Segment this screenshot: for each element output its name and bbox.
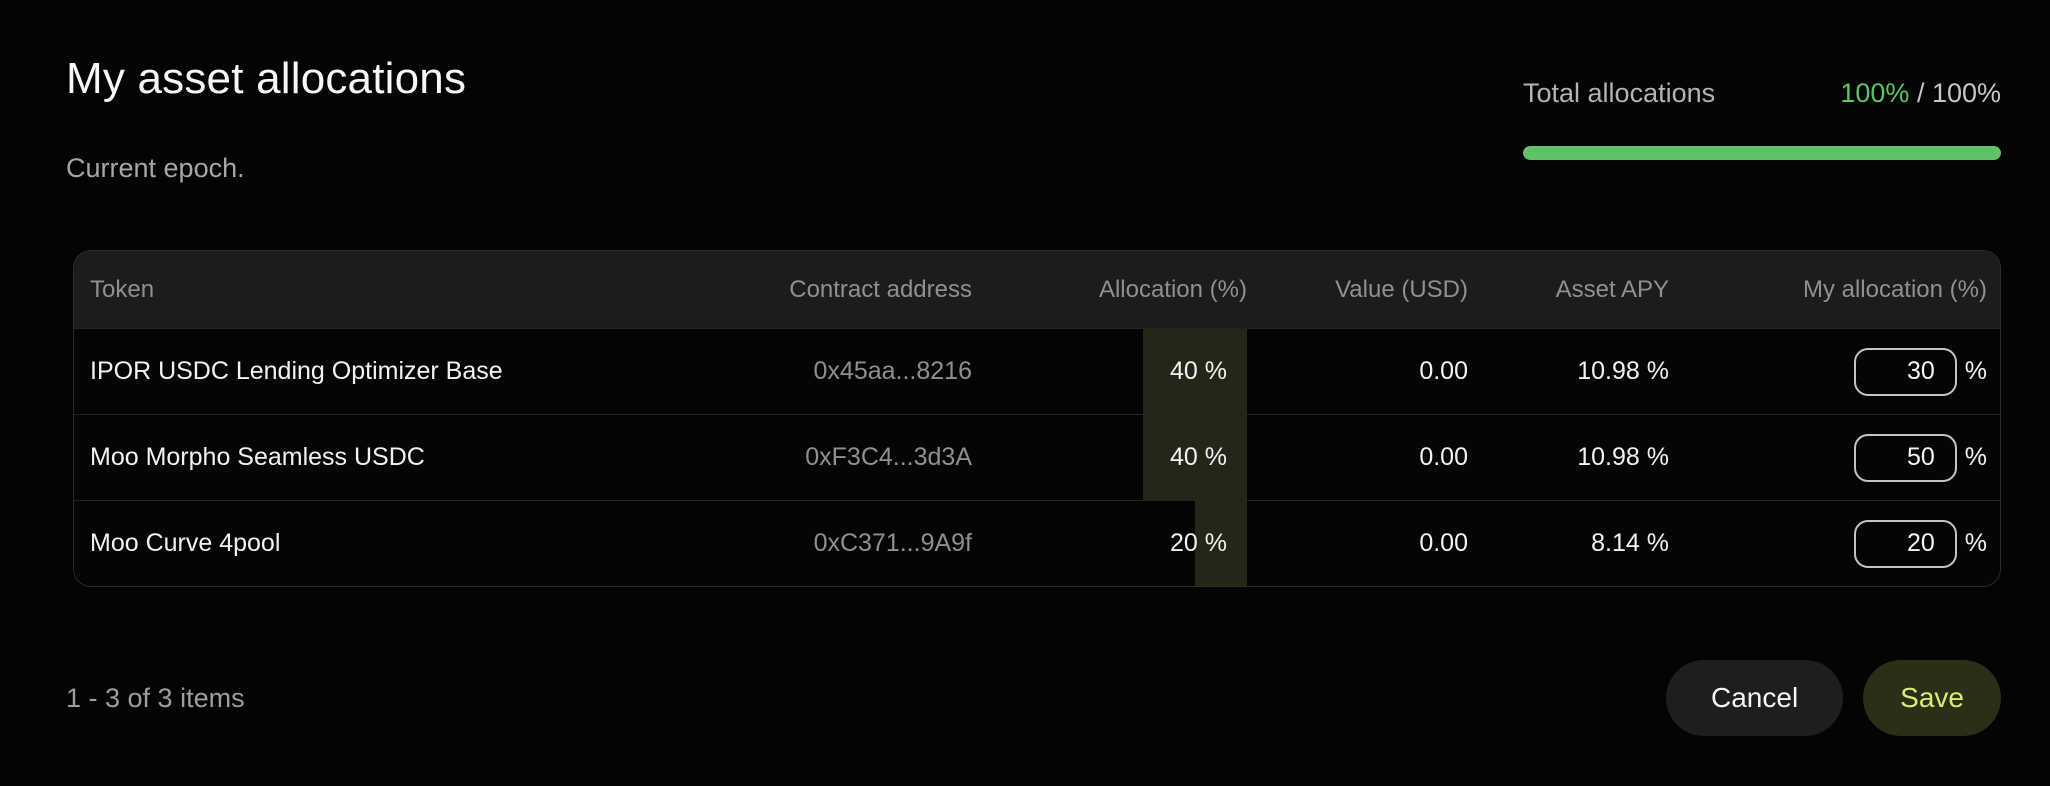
title-block: My asset allocations Current epoch. (66, 52, 466, 185)
token-name: Moo Curve 4pool (90, 529, 281, 557)
column-header-my-allocation: My allocation (%) (1802, 275, 1987, 303)
column-header-asset-apy: Asset APY (1555, 275, 1669, 303)
table-header-row: Token Contract address Allocation (%) Va… (74, 251, 2000, 328)
allocation-percent: 20 % (1170, 529, 1227, 557)
action-buttons: Cancel Save (1666, 660, 2001, 736)
contract-address: 0xC371...9A9f (813, 529, 972, 557)
column-header-contract-address: Contract address (789, 275, 972, 303)
contract-address: 0xF3C4...3d3A (805, 443, 972, 471)
column-header-token: Token (90, 275, 155, 303)
value-usd: 0.00 (1419, 357, 1468, 385)
my-allocation-input[interactable] (1853, 347, 1957, 396)
total-allocations-label: Total allocations (1523, 78, 1716, 108)
asset-apy: 8.14 % (1591, 529, 1669, 557)
allocation-cell: 40 % (985, 329, 1260, 414)
table-row: IPOR USDC Lending Optimizer Base 0x45aa.… (74, 328, 2000, 414)
asset-apy: 10.98 % (1577, 357, 1669, 385)
allocation-cell: 20 % (985, 501, 1260, 586)
pagination-summary: 1 - 3 of 3 items (66, 682, 245, 713)
value-usd: 0.00 (1419, 443, 1468, 471)
total-allocations-current: 100% (1840, 78, 1910, 108)
panel-footer: 1 - 3 of 3 items Cancel Save (66, 660, 2001, 736)
allocation-cell: 40 % (985, 415, 1260, 500)
percent-sign: % (1964, 529, 1987, 557)
column-header-allocation: Allocation (%) (1098, 275, 1247, 303)
page-subtitle: Current epoch. (66, 153, 245, 183)
total-allocations-value: 100% / 100% (1840, 76, 2001, 110)
allocation-percent: 40 % (1170, 357, 1227, 385)
total-allocations-block: Total allocations 100% / 100% (1523, 52, 2001, 160)
allocation-bar (1143, 415, 1247, 500)
total-allocations-progress-fill (1523, 146, 2001, 160)
token-name: IPOR USDC Lending Optimizer Base (90, 357, 503, 385)
my-allocation-input[interactable] (1853, 519, 1957, 568)
cancel-button[interactable]: Cancel (1666, 660, 1844, 736)
my-allocation-input[interactable] (1853, 433, 1957, 482)
column-header-value-usd: Value (USD) (1335, 275, 1468, 303)
allocation-bar (1143, 329, 1247, 414)
save-button[interactable]: Save (1863, 660, 2001, 736)
token-name: Moo Morpho Seamless USDC (90, 443, 425, 471)
allocations-table: Token Contract address Allocation (%) Va… (73, 250, 2001, 587)
percent-sign: % (1964, 357, 1987, 385)
panel-header: My asset allocations Current epoch. Tota… (66, 52, 2001, 185)
table-row: Moo Morpho Seamless USDC 0xF3C4...3d3A 4… (74, 414, 2000, 500)
page-title: My asset allocations (66, 54, 467, 103)
value-usd: 0.00 (1419, 529, 1468, 557)
total-allocations-max: / 100% (1916, 78, 2001, 108)
allocation-percent: 40 % (1170, 443, 1227, 471)
allocation-bar (1195, 501, 1247, 586)
total-allocations-progress-track (1523, 146, 2001, 160)
percent-sign: % (1964, 443, 1987, 471)
asset-apy: 10.98 % (1577, 443, 1669, 471)
table-row: Moo Curve 4pool 0xC371...9A9f 20 % 0.00 … (74, 500, 2000, 586)
contract-address: 0x45aa...8216 (813, 357, 972, 385)
